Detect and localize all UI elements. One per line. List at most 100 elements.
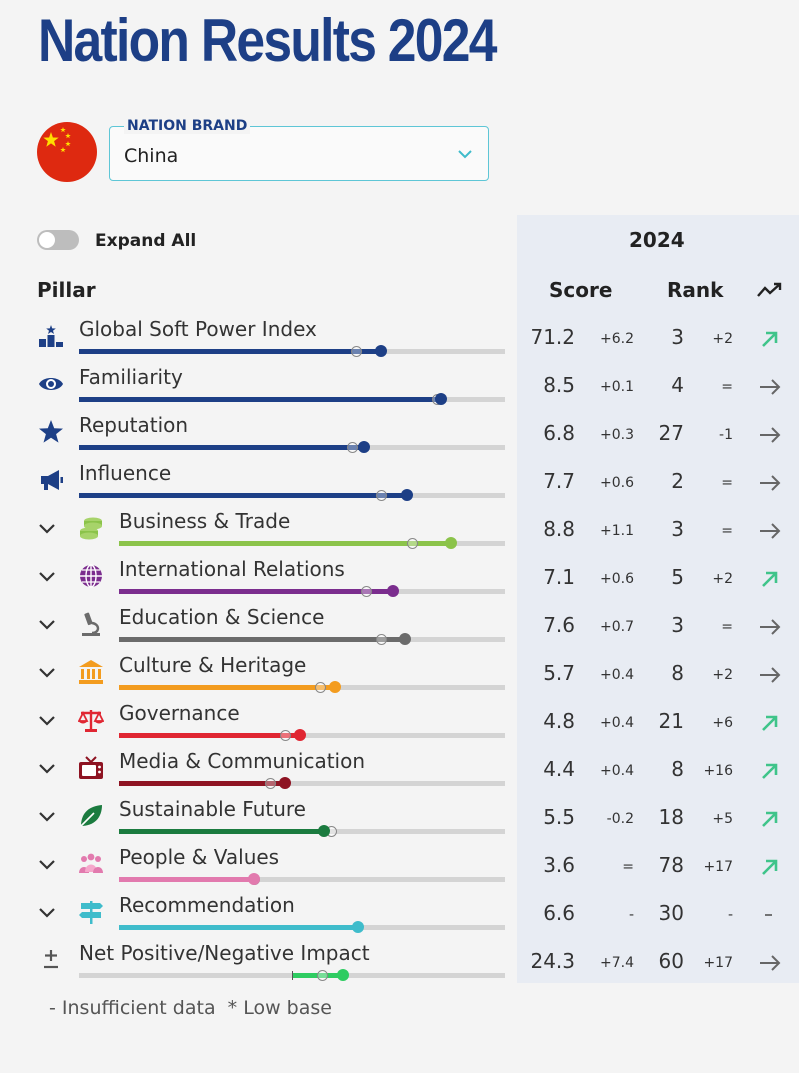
score-bar-track [119,921,505,933]
score-bar-track [119,537,505,549]
footnote: - Insufficient data * Low base [49,997,332,1019]
score-change: +0.7 [600,619,634,635]
score-change: +0.3 [600,427,634,443]
results-panel [517,215,799,983]
pillar-row[interactable]: Education & Science 7.6 +0.7 3 = [0,605,799,653]
score-change: +1.1 [600,523,634,539]
score-bar-fill [79,349,382,354]
score-bar-track [119,681,505,693]
pillar-row: Familiarity 8.5 +0.1 4 = [0,365,799,413]
score-marker [248,873,261,885]
arrow-up-right-icon [758,711,782,735]
pillar-name: Business & Trade [119,509,291,533]
chevron-down-icon [456,145,474,167]
score-change: +0.6 [600,475,634,491]
pillar-name: Media & Communication [119,749,366,773]
rank-change: +16 [703,763,733,779]
score-bar-fill [119,541,451,546]
rank-change: +2 [712,331,733,347]
pillar-row[interactable]: People & Values 3.6 = 78 +17 [0,845,799,893]
rank-value: 60 [658,949,684,973]
chevron-down-icon[interactable] [37,761,57,780]
chevron-down-icon[interactable] [37,905,57,924]
nation-brand-select[interactable]: NATION BRAND China [109,118,489,181]
expand-all-toggle[interactable] [37,230,79,250]
rank-change: +17 [703,955,733,971]
score-marker [375,345,388,357]
pillar-name: International Relations [119,557,345,581]
score-bar-track [119,633,505,645]
rank-value: 3 [671,517,684,541]
arrow-right-icon [758,615,782,639]
score-change: +0.4 [600,667,634,683]
score-bar-fill [79,493,408,498]
pillar-row[interactable]: Culture & Heritage 5.7 +0.4 8 +2 [0,653,799,701]
score-bar-fill [119,589,394,594]
rank-change: -1 [719,427,733,443]
chevron-down-icon[interactable] [37,857,57,876]
rank-value: 8 [671,661,684,685]
pillar-row[interactable]: Business & Trade 8.8 +1.1 3 = [0,509,799,557]
score-bar-fill [119,829,324,834]
score-change: +7.4 [600,955,634,971]
arrow-up-right-icon [758,759,782,783]
score-value: 7.7 [543,469,575,493]
globe-icon [78,563,104,589]
pillar-row[interactable]: Recommendation 6.6 - 30 - [0,893,799,941]
pillar-row[interactable]: Sustainable Future 5.5 -0.2 18 +5 [0,797,799,845]
score-bar-fill [79,397,442,402]
score-value: 6.6 [543,901,575,925]
chevron-down-icon[interactable] [37,809,57,828]
score-change: +0.6 [600,571,634,587]
rank-value: 30 [658,901,684,925]
chevron-down-icon[interactable] [37,521,57,540]
rank-change: = [721,619,733,635]
score-marker [337,969,350,981]
toggle-knob [39,232,55,248]
scales-icon [77,707,105,733]
pillar-column-header: Pillar [37,278,96,302]
score-change: +0.4 [600,715,634,731]
previous-score-marker [314,682,326,693]
arrow-right-icon [758,375,782,399]
score-value: 5.5 [543,805,575,829]
pillar-row: Influence 7.7 +0.6 2 = [0,461,799,509]
plus-minus-icon [38,947,64,973]
rank-value: 3 [671,613,684,637]
score-value: 6.8 [543,421,575,445]
previous-score-marker [316,970,328,981]
pillar-name: Education & Science [119,605,325,629]
rank-change: - [727,907,733,923]
score-marker [352,921,365,933]
rank-change: = [721,523,733,539]
zero-marker [292,971,293,980]
arrow-right-icon [758,519,782,543]
rank-value: 27 [658,421,684,445]
rank-column-header: Rank [667,278,724,302]
arrow-up-right-icon [758,807,782,831]
score-marker [401,489,414,501]
score-bar-track [79,489,505,501]
arrow-up-right-icon [758,327,782,351]
pillar-row[interactable]: Governance 4.8 +0.4 21 +6 [0,701,799,749]
chevron-down-icon[interactable] [37,665,57,684]
score-column-header: Score [549,278,613,302]
rank-value: 8 [671,757,684,781]
chevron-down-icon[interactable] [37,617,57,636]
arrow-up-right-icon [758,855,782,879]
previous-score-marker [350,346,362,357]
pillar-row[interactable]: Media & Communication 4.4 +0.4 8 +16 [0,749,799,797]
score-marker [294,729,307,741]
year-header: 2024 [629,228,685,252]
chevron-down-icon[interactable] [37,713,57,732]
star-icon [38,419,64,445]
pillar-row[interactable]: International Relations 7.1 +0.6 5 +2 [0,557,799,605]
score-value: 3.6 [543,853,575,877]
expand-all-label: Expand All [95,231,197,251]
score-bar-track [79,393,505,405]
pillar-name: Recommendation [119,893,295,917]
arrow-right-icon [758,951,782,975]
score-bar-fill [119,925,359,930]
chevron-down-icon[interactable] [37,569,57,588]
rank-value: 4 [671,373,684,397]
